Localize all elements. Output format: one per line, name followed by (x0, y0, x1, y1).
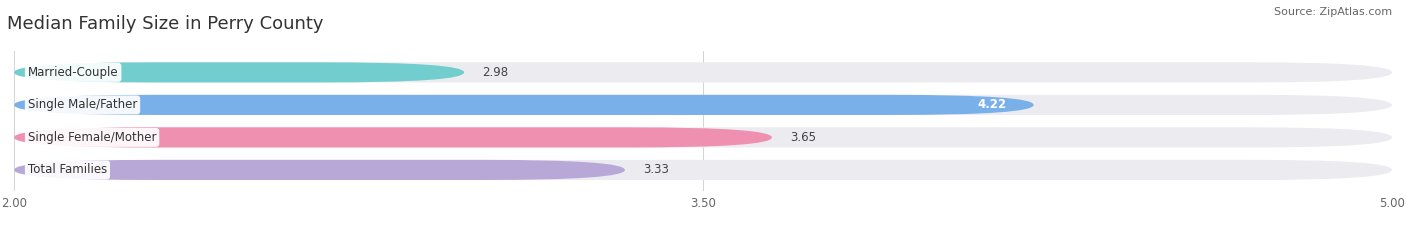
Text: Single Male/Father: Single Male/Father (28, 98, 138, 111)
Text: Single Female/Mother: Single Female/Mother (28, 131, 156, 144)
Text: Total Families: Total Families (28, 163, 107, 176)
FancyBboxPatch shape (14, 62, 464, 82)
FancyBboxPatch shape (14, 62, 1392, 82)
FancyBboxPatch shape (14, 95, 1033, 115)
Text: 4.22: 4.22 (977, 98, 1007, 111)
Text: Source: ZipAtlas.com: Source: ZipAtlas.com (1274, 7, 1392, 17)
FancyBboxPatch shape (14, 160, 1392, 180)
FancyBboxPatch shape (14, 127, 772, 147)
Text: Married-Couple: Married-Couple (28, 66, 118, 79)
Text: 2.98: 2.98 (482, 66, 509, 79)
FancyBboxPatch shape (14, 127, 1392, 147)
FancyBboxPatch shape (14, 160, 624, 180)
FancyBboxPatch shape (14, 95, 1392, 115)
Text: Median Family Size in Perry County: Median Family Size in Perry County (7, 15, 323, 33)
Text: 3.33: 3.33 (644, 163, 669, 176)
Text: 3.65: 3.65 (790, 131, 817, 144)
